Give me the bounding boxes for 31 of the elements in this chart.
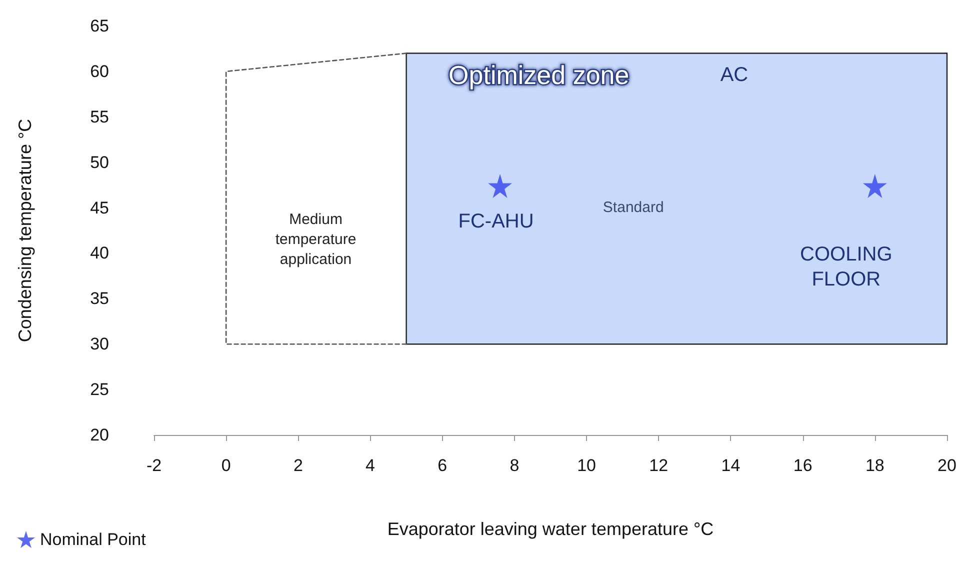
y-tick-label: 40 xyxy=(90,244,109,263)
y-tick-label: 35 xyxy=(90,289,109,308)
x-tick-label: -2 xyxy=(146,456,162,475)
annotation: AC xyxy=(720,64,748,86)
x-tick-label: 20 xyxy=(938,456,956,475)
legend-label: Nominal Point xyxy=(40,530,146,549)
y-tick-label: 45 xyxy=(90,198,109,218)
y-tick-label: 65 xyxy=(90,16,109,36)
x-tick-label: 12 xyxy=(649,456,668,475)
x-tick-label: 2 xyxy=(293,456,303,475)
annotation: Optimized zone xyxy=(448,60,630,90)
x-tick-label: 8 xyxy=(510,456,520,475)
y-tick-label: 50 xyxy=(90,152,109,172)
x-tick-label: 10 xyxy=(577,456,596,475)
y-axis-title: Condensing temperature °C xyxy=(15,118,35,342)
x-tick-label: 6 xyxy=(438,456,448,475)
x-tick-label: 18 xyxy=(865,456,884,475)
y-tick-label: 20 xyxy=(90,426,109,444)
y-tick-label: 25 xyxy=(90,380,109,400)
y-tick-label: 60 xyxy=(90,62,109,81)
y-tick-label: 55 xyxy=(90,107,109,126)
x-tick-label: 4 xyxy=(366,456,376,475)
x-axis-title: Evaporator leaving water temperature °C xyxy=(387,519,714,539)
annotation: Standard xyxy=(602,199,664,216)
x-tick-label: 14 xyxy=(721,456,740,475)
annotation: COOLING FLOOR xyxy=(800,243,892,290)
x-tick-label: 16 xyxy=(793,456,812,475)
x-tick-label: 0 xyxy=(221,456,231,475)
y-tick-label: 30 xyxy=(90,334,109,354)
annotation: FC-AHU xyxy=(458,210,534,232)
annotation: Medium temperature application xyxy=(275,211,356,268)
